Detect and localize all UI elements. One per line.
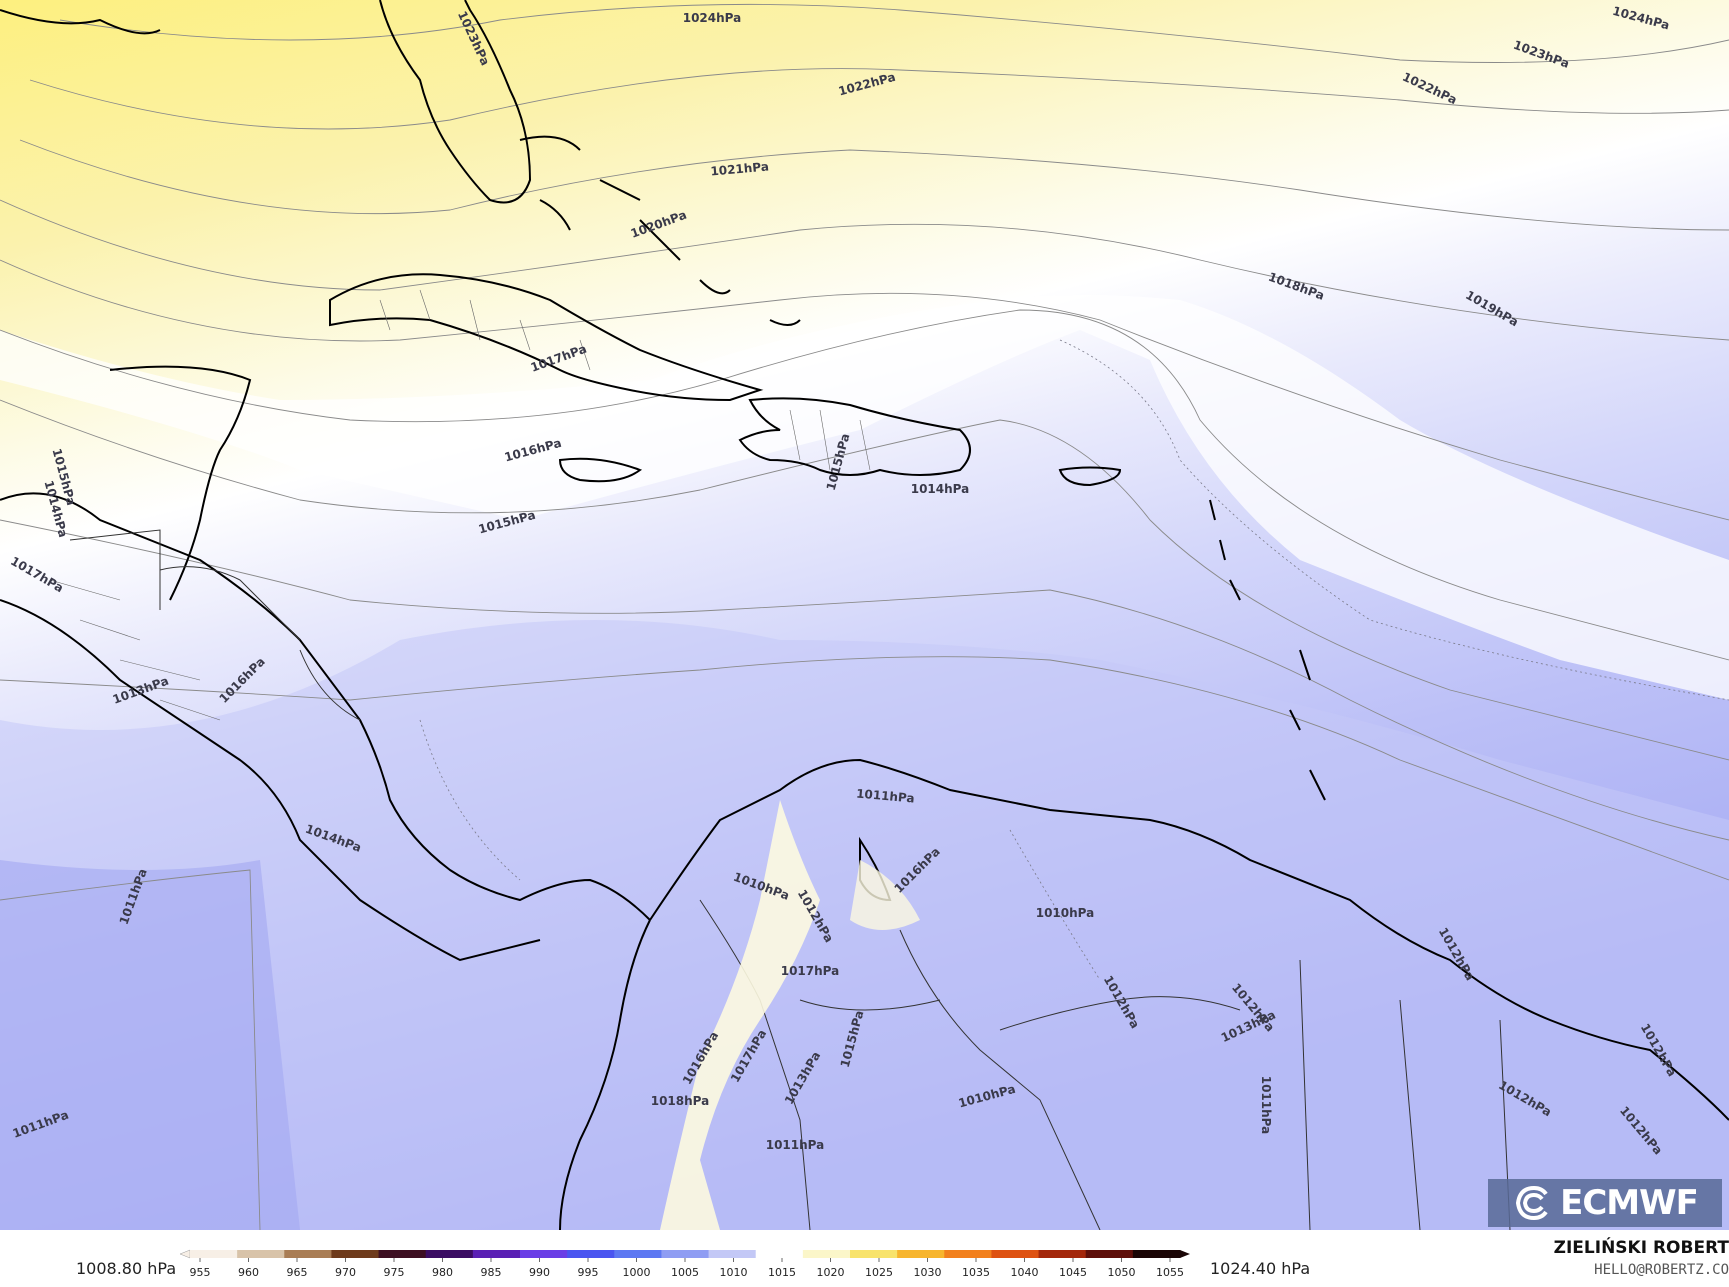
colorbar-tick-label: 1025 [865, 1266, 893, 1279]
isobar-label: 1011hPa [1259, 1076, 1273, 1135]
pressure-band-1011 [0, 860, 300, 1230]
colorbar-segment [378, 1250, 427, 1258]
colorbar-tick-label: 985 [481, 1266, 502, 1279]
colorbar-segment [897, 1250, 945, 1258]
colorbar-segment [708, 1250, 757, 1258]
central-america-coast [0, 492, 651, 921]
south-america-west [559, 919, 651, 1230]
colorbar-segment [1038, 1250, 1087, 1258]
isobar-label: 1011hPa [766, 1138, 825, 1152]
colorbar-ticks: 955 960 965 970 975 980 985 990 995 1000 1005 1010 1… [190, 1258, 1184, 1279]
colorbar-tick-label: 995 [578, 1266, 599, 1279]
colorbar-max-label: 1024.40 hPa [1210, 1259, 1311, 1278]
bahamas [519, 135, 801, 326]
colorbar-tick-label: 1040 [1011, 1266, 1039, 1279]
isobar-label: 1024hPa [683, 11, 742, 25]
colorbar-tick-label: 1015 [768, 1266, 796, 1279]
colorbar-tick-label: 1020 [817, 1266, 845, 1279]
colorbar-max-arrow [1180, 1250, 1190, 1258]
colorbar-segment [850, 1250, 898, 1258]
colorbar-min-label: 1008.80 hPa [76, 1259, 177, 1278]
gulf-coast [0, 9, 161, 35]
author-email: HELLO@ROBERTZ.CO [1594, 1262, 1729, 1278]
colorbar-segments [179, 1249, 1190, 1259]
colorbar-min-arrow [179, 1249, 191, 1259]
colorbar-segment [1085, 1250, 1134, 1258]
colorbar-segment [991, 1250, 1040, 1258]
colorbar-tick-label: 975 [384, 1266, 405, 1279]
andes-highlands [660, 800, 920, 1230]
colorbar-segment [661, 1250, 710, 1258]
colorbar-segment [755, 1250, 804, 1258]
pressure-band-1016 [0, 295, 1729, 700]
jamaica-coast [558, 457, 643, 483]
colorbar-segment [331, 1250, 380, 1258]
ecmwf-logo: ECMWF [1488, 1179, 1722, 1227]
colorbar-tick-label: 990 [529, 1266, 550, 1279]
pressure-map: 1024hPa 1024hPa 1023hPa 1023hPa 1022hPa 1022h… [0, 0, 1729, 1230]
isobar-label: 1010hPa [1036, 906, 1095, 920]
colorbar-segment [567, 1250, 615, 1258]
colorbar-segment [472, 1250, 521, 1258]
ecmwf-logo-text: ECMWF [1560, 1183, 1699, 1223]
yucatan-coast [109, 365, 252, 601]
colorbar-segment [944, 1250, 992, 1258]
isobar-label: 1014hPa [911, 482, 970, 496]
colorbar-tick-label: 1005 [671, 1266, 699, 1279]
isobar-label: 1021hPa [710, 159, 770, 178]
lesser-antilles [1209, 499, 1326, 801]
isobar-label: 1018hPa [651, 1094, 710, 1108]
colorbar-segment [1132, 1250, 1181, 1258]
colorbar: 955 960 965 970 975 980 985 990 995 1000 1005 1010 1… [179, 1249, 1190, 1279]
colorbar-tick-label: 1035 [962, 1266, 990, 1279]
south-america-north [649, 758, 1729, 1121]
state-borders [49, 289, 871, 721]
colorbar-segment [425, 1250, 474, 1258]
colorbar-segment [614, 1250, 662, 1258]
coastlines [0, 0, 1729, 1230]
colorbar-tick-label: 970 [335, 1266, 356, 1279]
footer-bar [0, 1230, 1729, 1287]
colorbar-segment [190, 1250, 238, 1258]
colorbar-segment [520, 1250, 568, 1258]
cuba-coast [329, 273, 764, 402]
colorbar-tick-label: 960 [238, 1266, 259, 1279]
author-name: ZIELIŃSKI ROBERT [1553, 1238, 1729, 1258]
colorbar-tick-label: 980 [432, 1266, 453, 1279]
ecmwf-logo-icon [1516, 1186, 1548, 1220]
central-america-pacific [0, 599, 541, 962]
colorbar-tick-label: 1045 [1059, 1266, 1087, 1279]
puerto-rico-coast [1058, 466, 1122, 487]
florida-coast [379, 0, 532, 204]
isobar-lines [0, 3, 1729, 1230]
colorbar-tick-label: 965 [287, 1266, 308, 1279]
isobar-label: 1017hPa [781, 964, 840, 978]
colorbar-tick-label: 955 [190, 1266, 211, 1279]
isobar-label: 1011hPa [856, 786, 916, 805]
colorbar-segment [802, 1250, 851, 1258]
colorbar-tick-label: 1010 [720, 1266, 748, 1279]
colorbar-tick-label: 1030 [914, 1266, 942, 1279]
colorbar-segment [237, 1250, 285, 1258]
hispaniola-coast [738, 397, 971, 476]
colorbar-tick-label: 1055 [1156, 1266, 1184, 1279]
colorbar-segment [284, 1250, 332, 1258]
colorbar-tick-label: 1050 [1108, 1266, 1136, 1279]
colorbar-tick-label: 1000 [623, 1266, 651, 1279]
isobar-dashed [419, 339, 1729, 981]
